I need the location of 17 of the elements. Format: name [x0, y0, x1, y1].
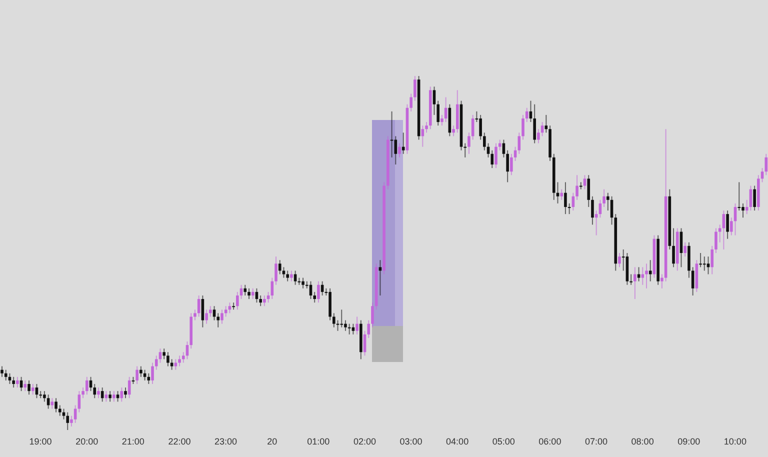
- x-tick-label: 22:00: [168, 436, 191, 446]
- x-tick-label: 20:00: [76, 436, 98, 446]
- x-tick-label: 04:00: [446, 436, 469, 446]
- x-tick-label: 20: [267, 436, 278, 446]
- x-tick-label: 02:00: [353, 436, 376, 446]
- x-tick-label: 08:00: [631, 436, 654, 446]
- x-tick-label: 03:00: [400, 436, 422, 446]
- x-tick-label: 19:00: [29, 436, 52, 446]
- x-tick-label: 23:00: [214, 436, 238, 446]
- x-tick-label: 05:00: [492, 436, 515, 446]
- x-tick-label: 10:00: [724, 436, 746, 446]
- x-tick-label: 06:00: [538, 436, 562, 446]
- x-tick-label: 21:00: [122, 436, 144, 446]
- x-tick-label: 09:00: [678, 436, 700, 446]
- candlestick: [579, 182, 582, 190]
- x-tick-label: 01:00: [307, 436, 330, 446]
- x-tick-label: 07:00: [584, 436, 608, 446]
